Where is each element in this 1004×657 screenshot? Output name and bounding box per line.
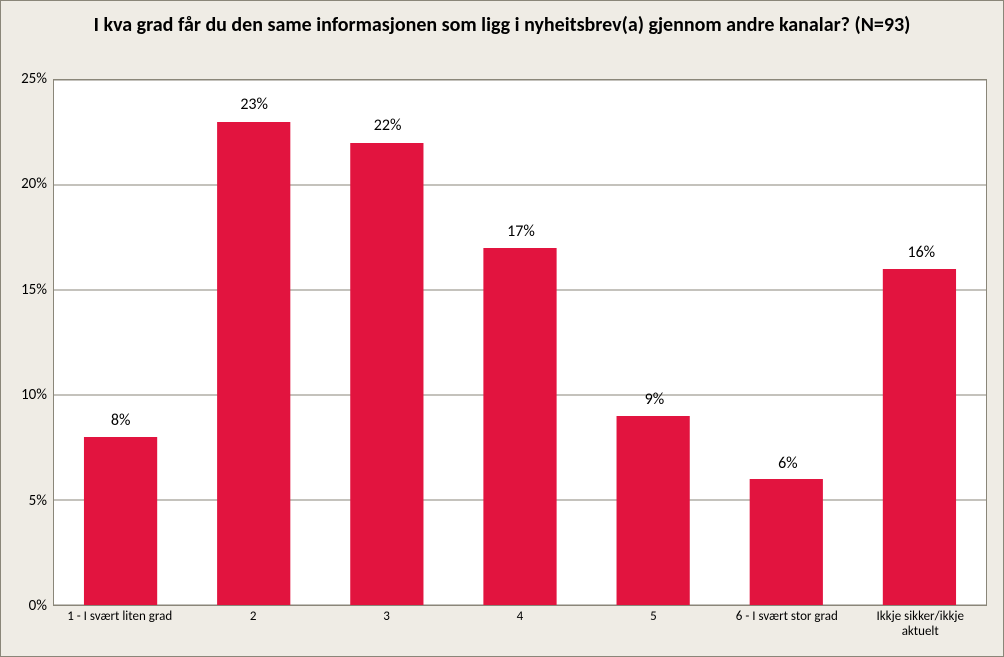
plot-area: 8%23%22%17%9%6%16% 0%5%10%15%20%25% [53,79,987,606]
bar [217,122,290,605]
bar-chart [54,80,986,605]
plot-frame: 8% 23% 22% 17% 9% 6% 16% [53,79,987,606]
data-label: 6% [778,454,798,473]
bar [750,479,823,605]
data-label: 9% [645,390,665,409]
y-tick-label: 5% [29,492,53,510]
bar [483,248,556,605]
bar [350,143,423,605]
y-tick-label: 10% [21,386,53,404]
data-label: 8% [111,411,131,430]
y-tick-label: 20% [21,175,53,193]
data-label: 23% [240,95,268,114]
data-label: 22% [374,116,402,135]
bar [617,416,690,605]
x-tick-label: 1 - I svært liten grad [53,606,186,656]
x-tick-label: 3 [320,606,453,656]
chart-title: I kva grad får du den same informasjonen… [1,1,1003,38]
x-tick-label: 5 [587,606,720,656]
bar [84,437,157,605]
y-tick-label: 0% [29,597,53,615]
x-axis-labels: 1 - I svært liten grad23456 - I svært st… [53,606,987,656]
x-tick-label: 4 [453,606,586,656]
data-label: 16% [907,243,935,262]
bar [883,269,956,605]
data-label: 17% [507,222,535,241]
y-tick-label: 25% [21,70,53,88]
x-tick-label: 2 [186,606,319,656]
y-tick-label: 15% [21,281,53,299]
x-tick-label: 6 - I svært stor grad [720,606,853,656]
x-tick-label: Ikkje sikker/ikkje aktuelt [854,606,987,656]
